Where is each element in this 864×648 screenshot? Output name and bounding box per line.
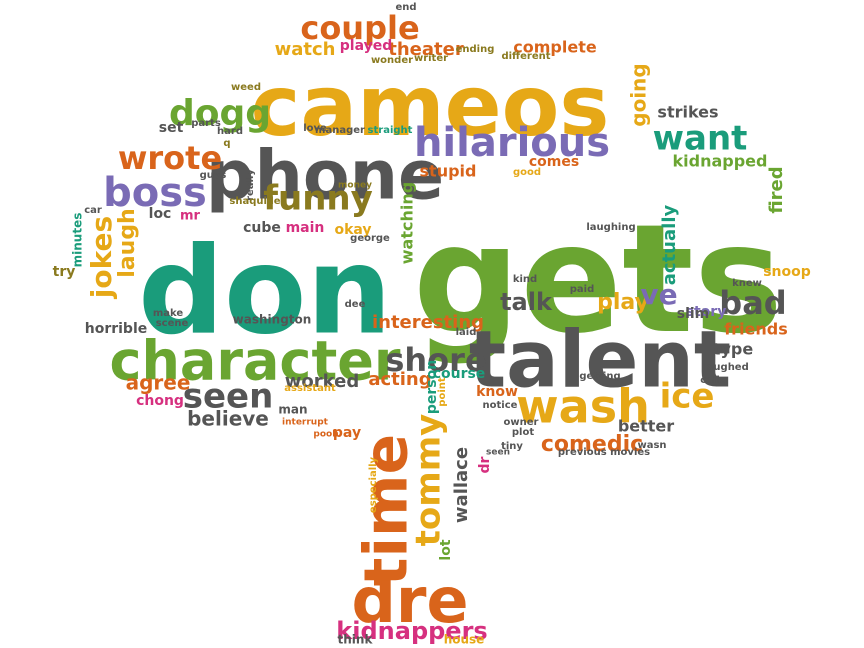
word-george-84: george xyxy=(350,233,390,244)
word-snoop-57: snoop xyxy=(763,264,811,280)
word-better-54: better xyxy=(618,417,674,436)
word-manager-86: manager xyxy=(315,125,365,136)
word-seen-101: seen xyxy=(486,448,510,458)
word-getting-94: getting xyxy=(579,371,620,382)
word-point-112: point xyxy=(437,377,448,407)
word-set-51: set xyxy=(159,120,184,136)
word-chong-64: chong xyxy=(136,393,184,409)
word-actually-29: actually xyxy=(659,205,680,286)
word-kind-90: kind xyxy=(513,274,537,285)
word-stupid-44: stupid xyxy=(420,162,477,181)
word-laughing-89: laughing xyxy=(586,222,635,233)
word-friends-52: friends xyxy=(724,320,788,339)
word-kidnapped-58: kidnapped xyxy=(673,152,768,171)
word-believe-25: believe xyxy=(187,407,269,431)
word-end-104: end xyxy=(395,2,416,13)
word-weed-77: weed xyxy=(231,82,261,93)
word-interrupt-72: interrupt xyxy=(282,418,329,428)
word-knew-91: knew xyxy=(732,278,762,289)
word-try-75: try xyxy=(53,264,76,280)
word-bad-21: bad xyxy=(719,284,786,322)
word-type-53: type xyxy=(713,340,754,359)
word-q-113: q xyxy=(223,138,230,149)
word-laughed-92: laughed xyxy=(703,362,749,373)
word-loc-49: loc xyxy=(149,206,172,222)
word-minutes-74: minutes xyxy=(71,213,85,268)
word-assistant-71: assistant xyxy=(284,383,336,394)
word-watching-45: watching xyxy=(398,182,417,264)
word-strikes-59: strikes xyxy=(657,103,718,122)
word-money-83: money xyxy=(338,181,372,191)
word-writer-106: writer xyxy=(414,53,448,64)
word-paid-95: paid xyxy=(570,284,595,295)
word-straight-87: straight xyxy=(368,125,413,136)
word-different-105: different xyxy=(501,51,550,62)
word-wallace-36: wallace xyxy=(451,447,472,523)
word-main-47: main xyxy=(286,220,325,236)
word-hard-79: hard xyxy=(217,126,243,137)
word-horrible-63: horrible xyxy=(85,321,148,337)
word-especially-70: especially xyxy=(368,456,379,513)
word-plot-98: plot xyxy=(512,427,534,438)
word-previous-movies-102: previous movies xyxy=(558,447,650,458)
word-laid-96: laid xyxy=(456,327,477,338)
word-washington-65: washington xyxy=(233,313,312,327)
word-ending-107: ending xyxy=(456,44,495,55)
word-agree-26: agree xyxy=(126,371,191,395)
word-car-76: car xyxy=(84,205,102,216)
word-tommy-12: tommy xyxy=(409,414,449,547)
word-know-62: know xyxy=(476,384,518,400)
word-talk-30: talk xyxy=(500,288,553,316)
word-pooh-73: pooh xyxy=(313,430,338,440)
word-think-69: think xyxy=(338,633,374,647)
word-cube-48: cube xyxy=(243,220,281,236)
word-lot-38: lot xyxy=(438,539,454,560)
word-wonder-108: wonder xyxy=(371,55,413,66)
word-slim-56: slim xyxy=(677,306,710,322)
word-jokes-18: jokes xyxy=(85,216,118,299)
word-played-43: played xyxy=(340,38,392,54)
word-guys-80: guys xyxy=(200,170,227,181)
word-dr-39: dr xyxy=(477,456,493,473)
word-mr-50: mr xyxy=(180,209,201,224)
word-ve-32: ve xyxy=(640,278,677,311)
word-good-88: good xyxy=(513,167,541,178)
word-hilarious-6: hilarious xyxy=(414,120,610,166)
word-shaquille-82: shaquille xyxy=(229,196,280,207)
word-man-67: man xyxy=(278,403,307,417)
word-wasn-103: wasn xyxy=(637,440,666,451)
word-going-27: going xyxy=(627,63,651,126)
word-house-68: house xyxy=(444,633,485,647)
word-watch-42: watch xyxy=(275,39,336,60)
word-notice-99: notice xyxy=(483,400,518,411)
word-laugh-19: laugh xyxy=(115,208,140,277)
word-dee-111: dee xyxy=(345,299,366,310)
word-fired-28: fired xyxy=(766,166,787,213)
word-calls-93: calls xyxy=(700,375,726,386)
word-acting-34: acting xyxy=(368,369,431,390)
word-scene-110: scene xyxy=(156,318,189,329)
